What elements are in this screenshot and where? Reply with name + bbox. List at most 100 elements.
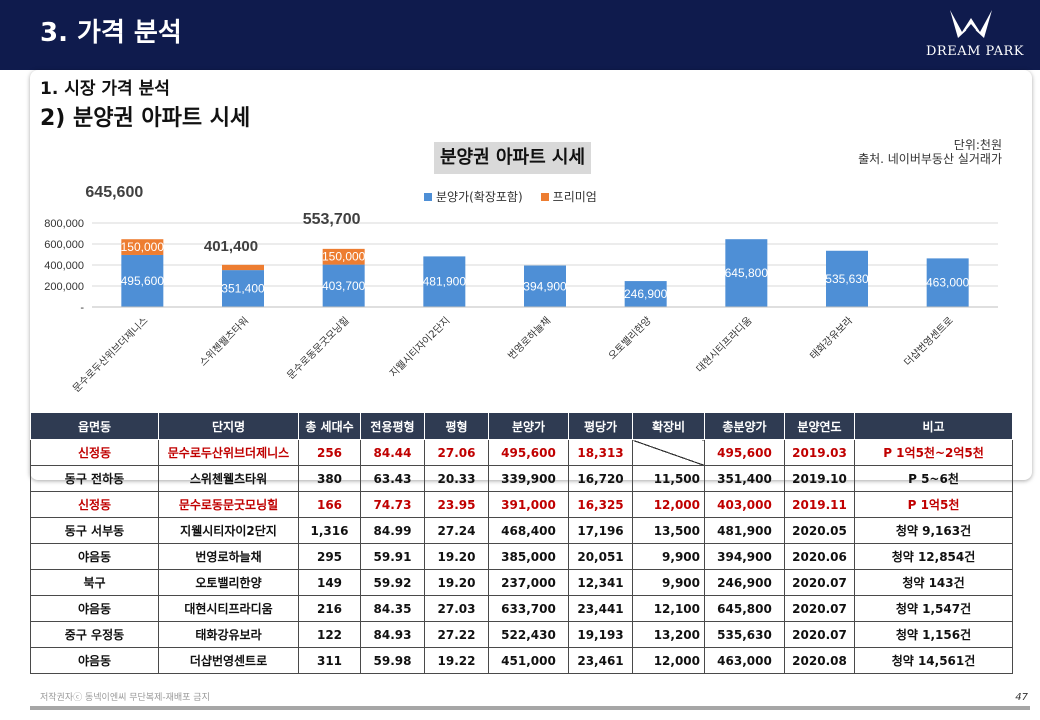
table-cell: 2020.05	[784, 517, 855, 544]
x-category-label: 문수로동문굿모닝힐	[284, 314, 352, 382]
table-cell: 481,900	[704, 517, 785, 544]
table-row: 북구 오토밸리한양 149 59.92 19.20 237,000 12,341 9,900 2…	[30, 569, 1013, 596]
bar-premium	[121, 239, 164, 255]
unit-label: 단위:천원	[953, 138, 1002, 152]
bar-base-label: 463,000	[926, 276, 970, 290]
table-cell: 13,200	[632, 621, 705, 648]
table-row: 야음동 더샵번영센트로 311 59.98 19.22 451,000 23,461 12,0…	[30, 647, 1013, 674]
table-cell: 9,900	[632, 543, 705, 570]
table-cell: 신정동	[30, 491, 159, 518]
table-cell: 11,500	[632, 465, 705, 492]
column-header: 분양연도	[784, 412, 855, 440]
bar-base	[322, 264, 365, 307]
x-category-label: 지웰시티자이2단지	[387, 315, 452, 380]
table-cell: 17,196	[568, 517, 633, 544]
table-cell	[632, 439, 705, 466]
table-cell: 20,051	[568, 543, 633, 570]
column-header: 총 세대수	[298, 412, 361, 440]
table-cell: 59.91	[360, 543, 425, 570]
table-cell: 번영로하늘채	[158, 543, 299, 570]
source-label: 출처. 네이버부동산 실거래가	[858, 152, 1002, 166]
table-cell: 오토밸리한양	[158, 569, 299, 596]
bar-total-label: 401,400	[204, 238, 258, 255]
table-cell: 403,000	[704, 491, 785, 518]
table-cell: 84.35	[360, 595, 425, 622]
table-row: 야음동 대현시티프라디움 216 84.35 27.03 633,700 23,441 12,…	[30, 595, 1013, 622]
table-cell: P 1억5천	[854, 491, 1013, 518]
table-row: 신정동 문수로두산위브더제니스 256 84.44 27.06 495,600 18,313…	[30, 439, 1013, 466]
table-cell: 339,900	[488, 465, 569, 492]
table-row: 동구 전하동 스위첸웰츠타워 380 63.43 20.33 339,900 16,720 1…	[30, 465, 1013, 492]
legend-swatch-base	[424, 192, 432, 201]
table-cell: 12,100	[632, 595, 705, 622]
table-cell: 59.92	[360, 569, 425, 596]
legend-label-premium: 프리미엄	[552, 190, 597, 204]
table-cell: 스위첸웰츠타워	[158, 465, 299, 492]
x-category-label: 오토밸리한양	[606, 315, 654, 363]
table-cell: 451,000	[488, 647, 569, 674]
y-tick-label: 400,000	[44, 260, 84, 272]
table-cell: 18,313	[568, 439, 633, 466]
table-cell: 동구 전하동	[30, 465, 159, 492]
table-cell: 2019.03	[784, 439, 855, 466]
page-title: 3. 가격 분석	[40, 18, 182, 48]
column-header: 읍면동	[30, 412, 159, 440]
table-cell: 야음동	[30, 543, 159, 570]
table-cell: 19.22	[424, 647, 489, 674]
table-cell: 380	[298, 465, 361, 492]
table-cell: 2020.08	[784, 647, 855, 674]
bar-total-label: 553,700	[303, 211, 361, 228]
x-category-label: 번영로하늘채	[505, 314, 553, 362]
bar-base-label: 645,800	[725, 266, 769, 280]
bar-premium	[222, 264, 264, 271]
price-table: 읍면동 단지명 총 세대수 전용평형 평형 분양가 평당가 확장비 총분양가 분양연도 비고 신정동…	[30, 412, 1013, 674]
table-cell: 468,400	[488, 517, 569, 544]
table-cell: 237,000	[488, 569, 569, 596]
bar-premium-label: 150,000	[121, 240, 165, 254]
bar-base-label: 351,400	[221, 282, 265, 296]
crown-wing-logo-icon	[950, 10, 992, 38]
table-cell: 19.20	[424, 543, 489, 570]
price-bar-chart: 800,000 600,000 400,000 200,000 - 495,600 150,…	[44, 184, 998, 395]
bar-base-label: 403,700	[322, 279, 366, 293]
table-cell: 463,000	[704, 647, 785, 674]
table-cell: 23,461	[568, 647, 633, 674]
table-cell: 84.44	[360, 439, 425, 466]
table-cell: 야음동	[30, 595, 159, 622]
bar-base	[826, 250, 868, 307]
table-header-row: 읍면동 단지명 총 세대수 전용평형 평형 분양가 평당가 확장비 총분양가 분양연도 비고	[30, 412, 1013, 440]
table-cell: 633,700	[488, 595, 569, 622]
table-cell: 16,325	[568, 491, 633, 518]
column-header: 분양가	[488, 412, 569, 440]
table-cell: 2020.06	[784, 543, 855, 570]
bar-base	[423, 256, 466, 307]
table-cell: 27.24	[424, 517, 489, 544]
table-cell: 20.33	[424, 465, 489, 492]
x-category-label: 문수로두산위브더제니스	[70, 314, 151, 395]
column-header: 단지명	[158, 412, 299, 440]
table-cell: 216	[298, 595, 361, 622]
bar-base	[926, 258, 969, 307]
table-cell: 27.22	[424, 621, 489, 648]
table-cell: 동구 서부동	[30, 517, 159, 544]
table-cell: 문수로동문굿모닝힐	[158, 491, 299, 518]
table-cell: 12,341	[568, 569, 633, 596]
table-cell: 지웰시티자이2단지	[158, 517, 299, 544]
bar-premium-label: 150,000	[322, 250, 366, 264]
copyright-text: 저작권자ⓒ 동넥이엔씨 무단복제-재배포 금지	[40, 693, 210, 703]
table-cell: 12,000	[632, 491, 705, 518]
bar-base-label: 481,900	[423, 275, 467, 289]
table-cell: 16,720	[568, 465, 633, 492]
table-cell: 19.20	[424, 569, 489, 596]
bar-base	[624, 281, 667, 307]
table-cell: 63.43	[360, 465, 425, 492]
table-cell: 246,900	[704, 569, 785, 596]
table-cell: 84.99	[360, 517, 425, 544]
bar-base-label: 246,900	[624, 287, 668, 301]
x-category-label: 더샵번영센트로	[902, 315, 956, 369]
table-body: 신정동 문수로두산위브더제니스 256 84.44 27.06 495,600 18,313…	[30, 439, 1013, 674]
table-cell: 2020.07	[784, 569, 855, 596]
table-cell: 19,193	[568, 621, 633, 648]
table-cell: 북구	[30, 569, 159, 596]
table-cell: 27.06	[424, 439, 489, 466]
